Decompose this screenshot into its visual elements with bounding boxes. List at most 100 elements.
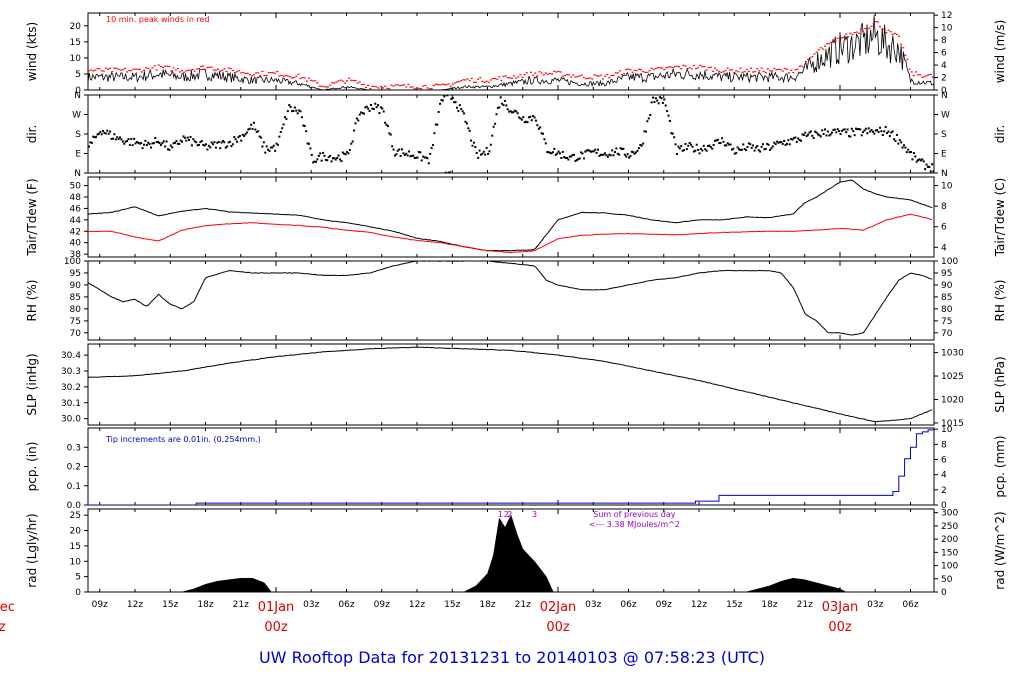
wind-peak-mark — [432, 84, 435, 87]
wind-peak-mark — [699, 64, 702, 67]
wind-peak-mark — [730, 69, 733, 71]
dir-point — [278, 135, 281, 138]
dir-point — [419, 151, 422, 154]
dir-point — [320, 159, 323, 162]
dir-point — [738, 148, 741, 151]
dir-point — [683, 149, 686, 152]
rh-ylabel: RH (%) — [25, 280, 39, 322]
dir-point — [711, 147, 714, 150]
dir-point — [776, 140, 779, 143]
wind-peak-mark — [724, 69, 727, 72]
dir-point — [446, 95, 449, 97]
rad-marker-label: 3 — [532, 510, 537, 519]
dir-point — [633, 152, 636, 155]
dir-point — [523, 121, 526, 124]
dir-point — [245, 131, 248, 134]
dir-point — [202, 143, 205, 146]
dir-point — [918, 158, 921, 161]
pcp-series-accumulated-precipitation-in- — [88, 429, 934, 505]
wind-peak-mark — [703, 66, 706, 68]
dir-point — [405, 152, 408, 155]
dir-point — [134, 142, 137, 145]
dir-point — [148, 143, 151, 146]
rh-ytick-label: 80 — [70, 305, 82, 315]
wind-peak-mark — [824, 45, 827, 47]
dir-point — [498, 106, 501, 109]
dir-point — [525, 120, 528, 123]
dir-point — [649, 114, 652, 117]
dir-point — [790, 137, 793, 140]
rad-ytick-label-right: 50 — [941, 575, 953, 585]
dir-point — [265, 145, 268, 148]
dir-point — [422, 155, 425, 158]
dir-point — [344, 153, 347, 156]
wind-peak-mark — [912, 74, 915, 77]
dir-point — [791, 138, 794, 141]
wind-peak-mark — [96, 67, 99, 70]
dir-point — [623, 153, 626, 156]
dir-point — [831, 131, 834, 134]
dir-point — [188, 138, 191, 141]
wind-peak-mark — [227, 67, 230, 69]
wind-peak-mark — [855, 31, 858, 33]
wind-peak-mark — [673, 66, 676, 68]
wind-peak-mark — [396, 84, 399, 86]
wind-peak-mark — [900, 43, 903, 45]
wind-peak-mark — [726, 67, 729, 69]
dir-point — [891, 130, 894, 133]
dir-point — [759, 150, 762, 153]
temp-ytick-label: 44 — [70, 216, 82, 226]
wind-peak-mark — [675, 65, 678, 67]
dir-point — [417, 150, 420, 153]
wind-peak-mark — [735, 70, 738, 72]
dir-ytick-label: W — [72, 111, 81, 121]
wind-ytick-label-right: 0 — [941, 86, 947, 96]
wind-peak-mark — [263, 74, 266, 77]
wind-peak-mark — [762, 70, 765, 73]
dir-point — [274, 149, 277, 152]
dir-point — [244, 133, 247, 136]
dir-point — [229, 140, 231, 143]
dir-point — [283, 116, 286, 119]
dir-point — [604, 152, 607, 155]
slp-ytick-label: 30.0 — [61, 415, 81, 425]
pcp-ytick-label-right: 10 — [941, 425, 953, 435]
dir-point — [582, 157, 585, 160]
dir-point — [141, 147, 144, 150]
rad-ytick-label-right: 150 — [941, 548, 958, 558]
wind-peak-mark — [851, 33, 854, 36]
rh-ylabel-right: RH (%) — [993, 280, 1007, 322]
dir-point — [880, 130, 883, 133]
dir-point — [671, 132, 674, 135]
dir-point — [454, 101, 457, 104]
dir-point — [601, 153, 604, 156]
pcp-ytick-label-right: 0 — [941, 501, 947, 511]
wind-peak-mark — [517, 76, 520, 78]
dir-point — [217, 140, 220, 143]
wind-peak-mark — [857, 32, 860, 34]
dir-point — [312, 161, 315, 164]
dir-point — [513, 109, 516, 112]
wind-ylabel-right: wind (m/s) — [993, 20, 1007, 84]
dir-point — [599, 153, 602, 156]
wind-peak-mark — [515, 77, 518, 79]
wind-peak-mark — [631, 71, 634, 73]
dir-point — [450, 98, 453, 101]
dir-ytick-label-right: E — [941, 150, 947, 160]
wind-peak-mark — [134, 68, 137, 70]
dir-point — [894, 140, 897, 143]
dir-point — [585, 149, 588, 152]
x-tick-label: 03z — [303, 600, 319, 610]
dir-point — [691, 145, 694, 148]
dir-point — [704, 148, 707, 151]
dir-point — [300, 116, 303, 119]
temp-ytick-label: 46 — [70, 204, 82, 214]
dir-point — [485, 146, 488, 149]
dir-point — [839, 132, 842, 135]
dir-point — [533, 116, 536, 119]
temp-ylabel: Tair/Tdew (F) — [25, 178, 39, 256]
wind-peak-mark — [362, 83, 365, 85]
dir-ytick-label-right: N — [941, 169, 948, 179]
dir-point — [570, 155, 573, 158]
wind-peak-mark — [775, 69, 778, 71]
